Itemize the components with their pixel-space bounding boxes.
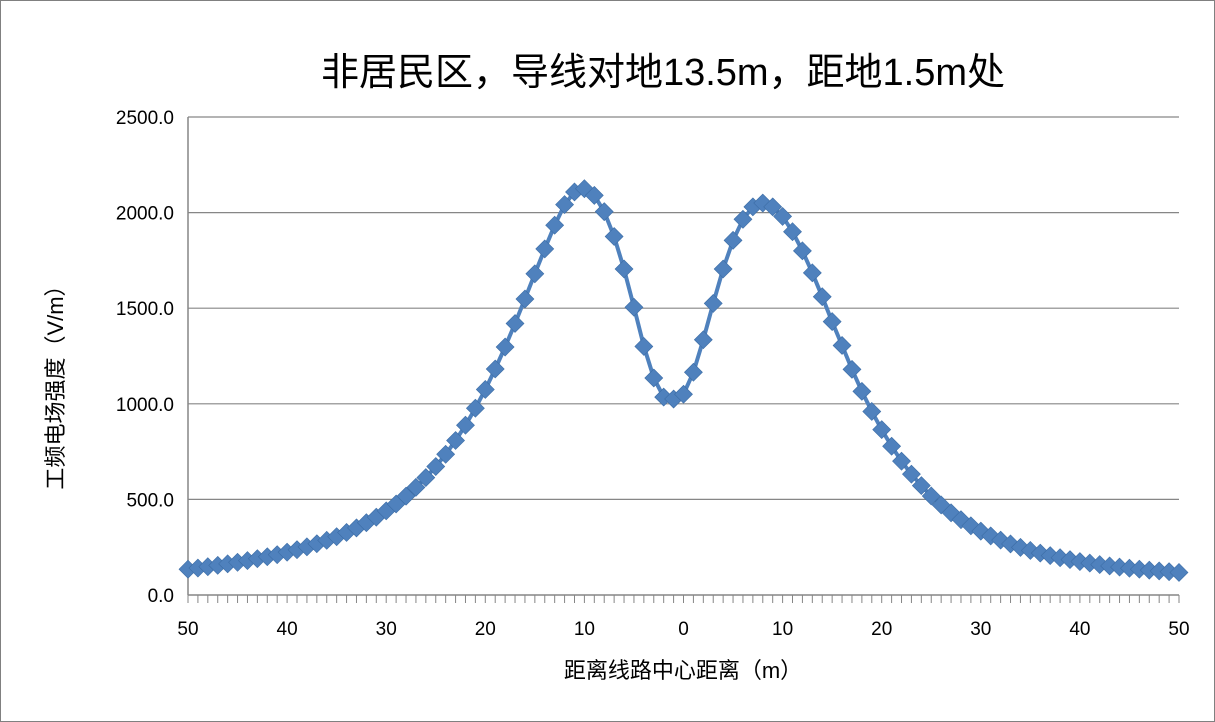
data-point <box>931 495 951 515</box>
data-point <box>406 477 426 497</box>
series-electric-field <box>178 179 1189 582</box>
data-point <box>396 486 416 506</box>
data-point <box>505 314 525 333</box>
gridlines <box>188 116 1179 500</box>
data-point <box>446 431 465 450</box>
data-point <box>733 209 753 229</box>
x-tick-label: 50 <box>177 619 198 640</box>
data-point <box>634 337 654 356</box>
data-point <box>644 368 664 388</box>
data-point <box>416 468 436 488</box>
data-point <box>555 195 575 214</box>
data-point <box>584 185 604 205</box>
data-point <box>872 420 892 440</box>
x-tick-label: 50 <box>1168 619 1189 640</box>
data-point <box>525 264 545 284</box>
data-point <box>832 336 852 355</box>
chart-title: 非居民区，导线对地13.5m，距地1.5m处 <box>321 52 1005 94</box>
data-point <box>822 312 842 332</box>
data-point <box>842 359 862 379</box>
data-point <box>614 259 634 279</box>
data-point <box>624 297 644 317</box>
x-tick-label: 20 <box>475 619 496 640</box>
x-tick-label: 0 <box>678 619 689 640</box>
data-point <box>515 289 535 309</box>
x-tick-label: 20 <box>871 619 892 640</box>
x-tick-label: 30 <box>970 619 991 640</box>
x-tick-label: 10 <box>772 619 793 640</box>
data-point <box>535 239 555 259</box>
data-point <box>674 384 693 404</box>
data-point <box>703 293 723 313</box>
data-point <box>604 227 624 246</box>
x-tick-label: 10 <box>574 619 595 640</box>
data-point <box>921 486 941 506</box>
data-point <box>812 287 832 307</box>
data-point <box>1169 563 1189 582</box>
x-axis-title: 距离线路中心距离（m） <box>564 658 802 683</box>
y-axis-ticks: 0.0 500.0 1000.0 1500.0 2000.0 2500.0 <box>116 108 174 607</box>
data-point <box>485 359 505 379</box>
data-point <box>426 457 446 476</box>
data-point <box>693 330 713 350</box>
data-point <box>465 398 485 418</box>
x-tick-label: 30 <box>376 619 397 640</box>
data-point <box>723 230 743 250</box>
y-tick-label: 2500.0 <box>116 108 174 129</box>
y-tick-label: 0.0 <box>148 586 174 607</box>
series-line <box>187 186 1180 575</box>
data-point <box>911 476 931 496</box>
data-point <box>783 222 802 242</box>
data-point <box>713 259 733 279</box>
data-point <box>773 206 793 226</box>
data-point <box>902 464 921 484</box>
data-point <box>683 362 703 382</box>
x-tick-label: 40 <box>277 619 298 640</box>
data-point <box>892 451 911 471</box>
data-point <box>802 263 822 283</box>
y-axis-title: 工频电场强度（V/m） <box>43 274 68 489</box>
data-point <box>792 241 812 261</box>
data-point <box>436 444 456 464</box>
y-tick-label: 500.0 <box>126 490 174 511</box>
data-point <box>475 380 495 399</box>
y-tick-label: 1000.0 <box>116 395 174 416</box>
data-point <box>763 197 783 217</box>
data-point <box>495 337 515 357</box>
y-tick-label: 2000.0 <box>116 204 174 225</box>
data-point <box>594 202 614 222</box>
data-point <box>456 415 475 435</box>
x-tick-label: 40 <box>1069 619 1090 640</box>
data-point <box>862 402 882 421</box>
data-point <box>545 215 565 235</box>
y-tick-label: 1500.0 <box>116 299 174 320</box>
data-point <box>852 381 872 401</box>
x-axis-ticks: 50 40 30 20 10 0 10 20 30 40 50 <box>177 595 1190 640</box>
data-point <box>882 436 902 456</box>
